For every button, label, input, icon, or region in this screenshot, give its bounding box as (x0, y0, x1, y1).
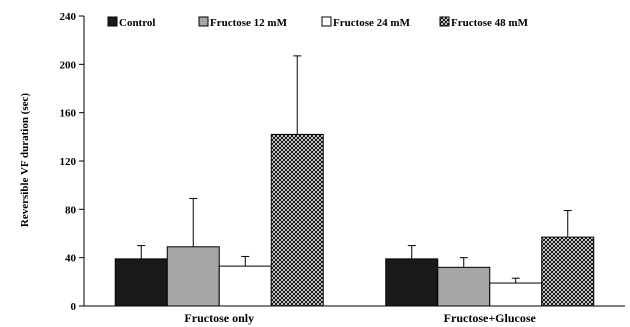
legend-swatch (107, 16, 118, 27)
y-tick-label: 240 (60, 11, 77, 23)
y-tick-label: 120 (60, 156, 77, 168)
legend-label: Control (119, 17, 155, 29)
y-tick-label: 200 (60, 59, 77, 71)
bar (270, 133, 324, 307)
bar (489, 282, 543, 307)
legend-swatch (439, 16, 450, 27)
bar (437, 266, 491, 307)
bar (114, 258, 168, 307)
y-tick-label: 0 (71, 301, 77, 313)
y-axis-title: Reversible VF duration (sec) (19, 93, 31, 227)
legend-label: Fructose 24 mM (333, 17, 411, 29)
bar (385, 258, 439, 307)
x-category-label: Fructose+Glucose (444, 311, 537, 325)
y-tick-label: 160 (60, 108, 77, 120)
x-category-label: Fructose only (184, 311, 254, 325)
legend-label: Fructose 12 mM (210, 17, 288, 29)
bar (166, 246, 220, 307)
bar (218, 265, 272, 307)
y-tick-label: 80 (65, 204, 77, 216)
y-tick-label: 40 (65, 253, 77, 265)
bar (541, 236, 595, 307)
legend-swatch (321, 16, 332, 27)
legend-swatch (198, 16, 209, 27)
legend-label: Fructose 48 mM (451, 17, 529, 29)
plot-area: 0 40 80 120 160 200 240 Fructose only Fructose+G… (60, 11, 625, 325)
